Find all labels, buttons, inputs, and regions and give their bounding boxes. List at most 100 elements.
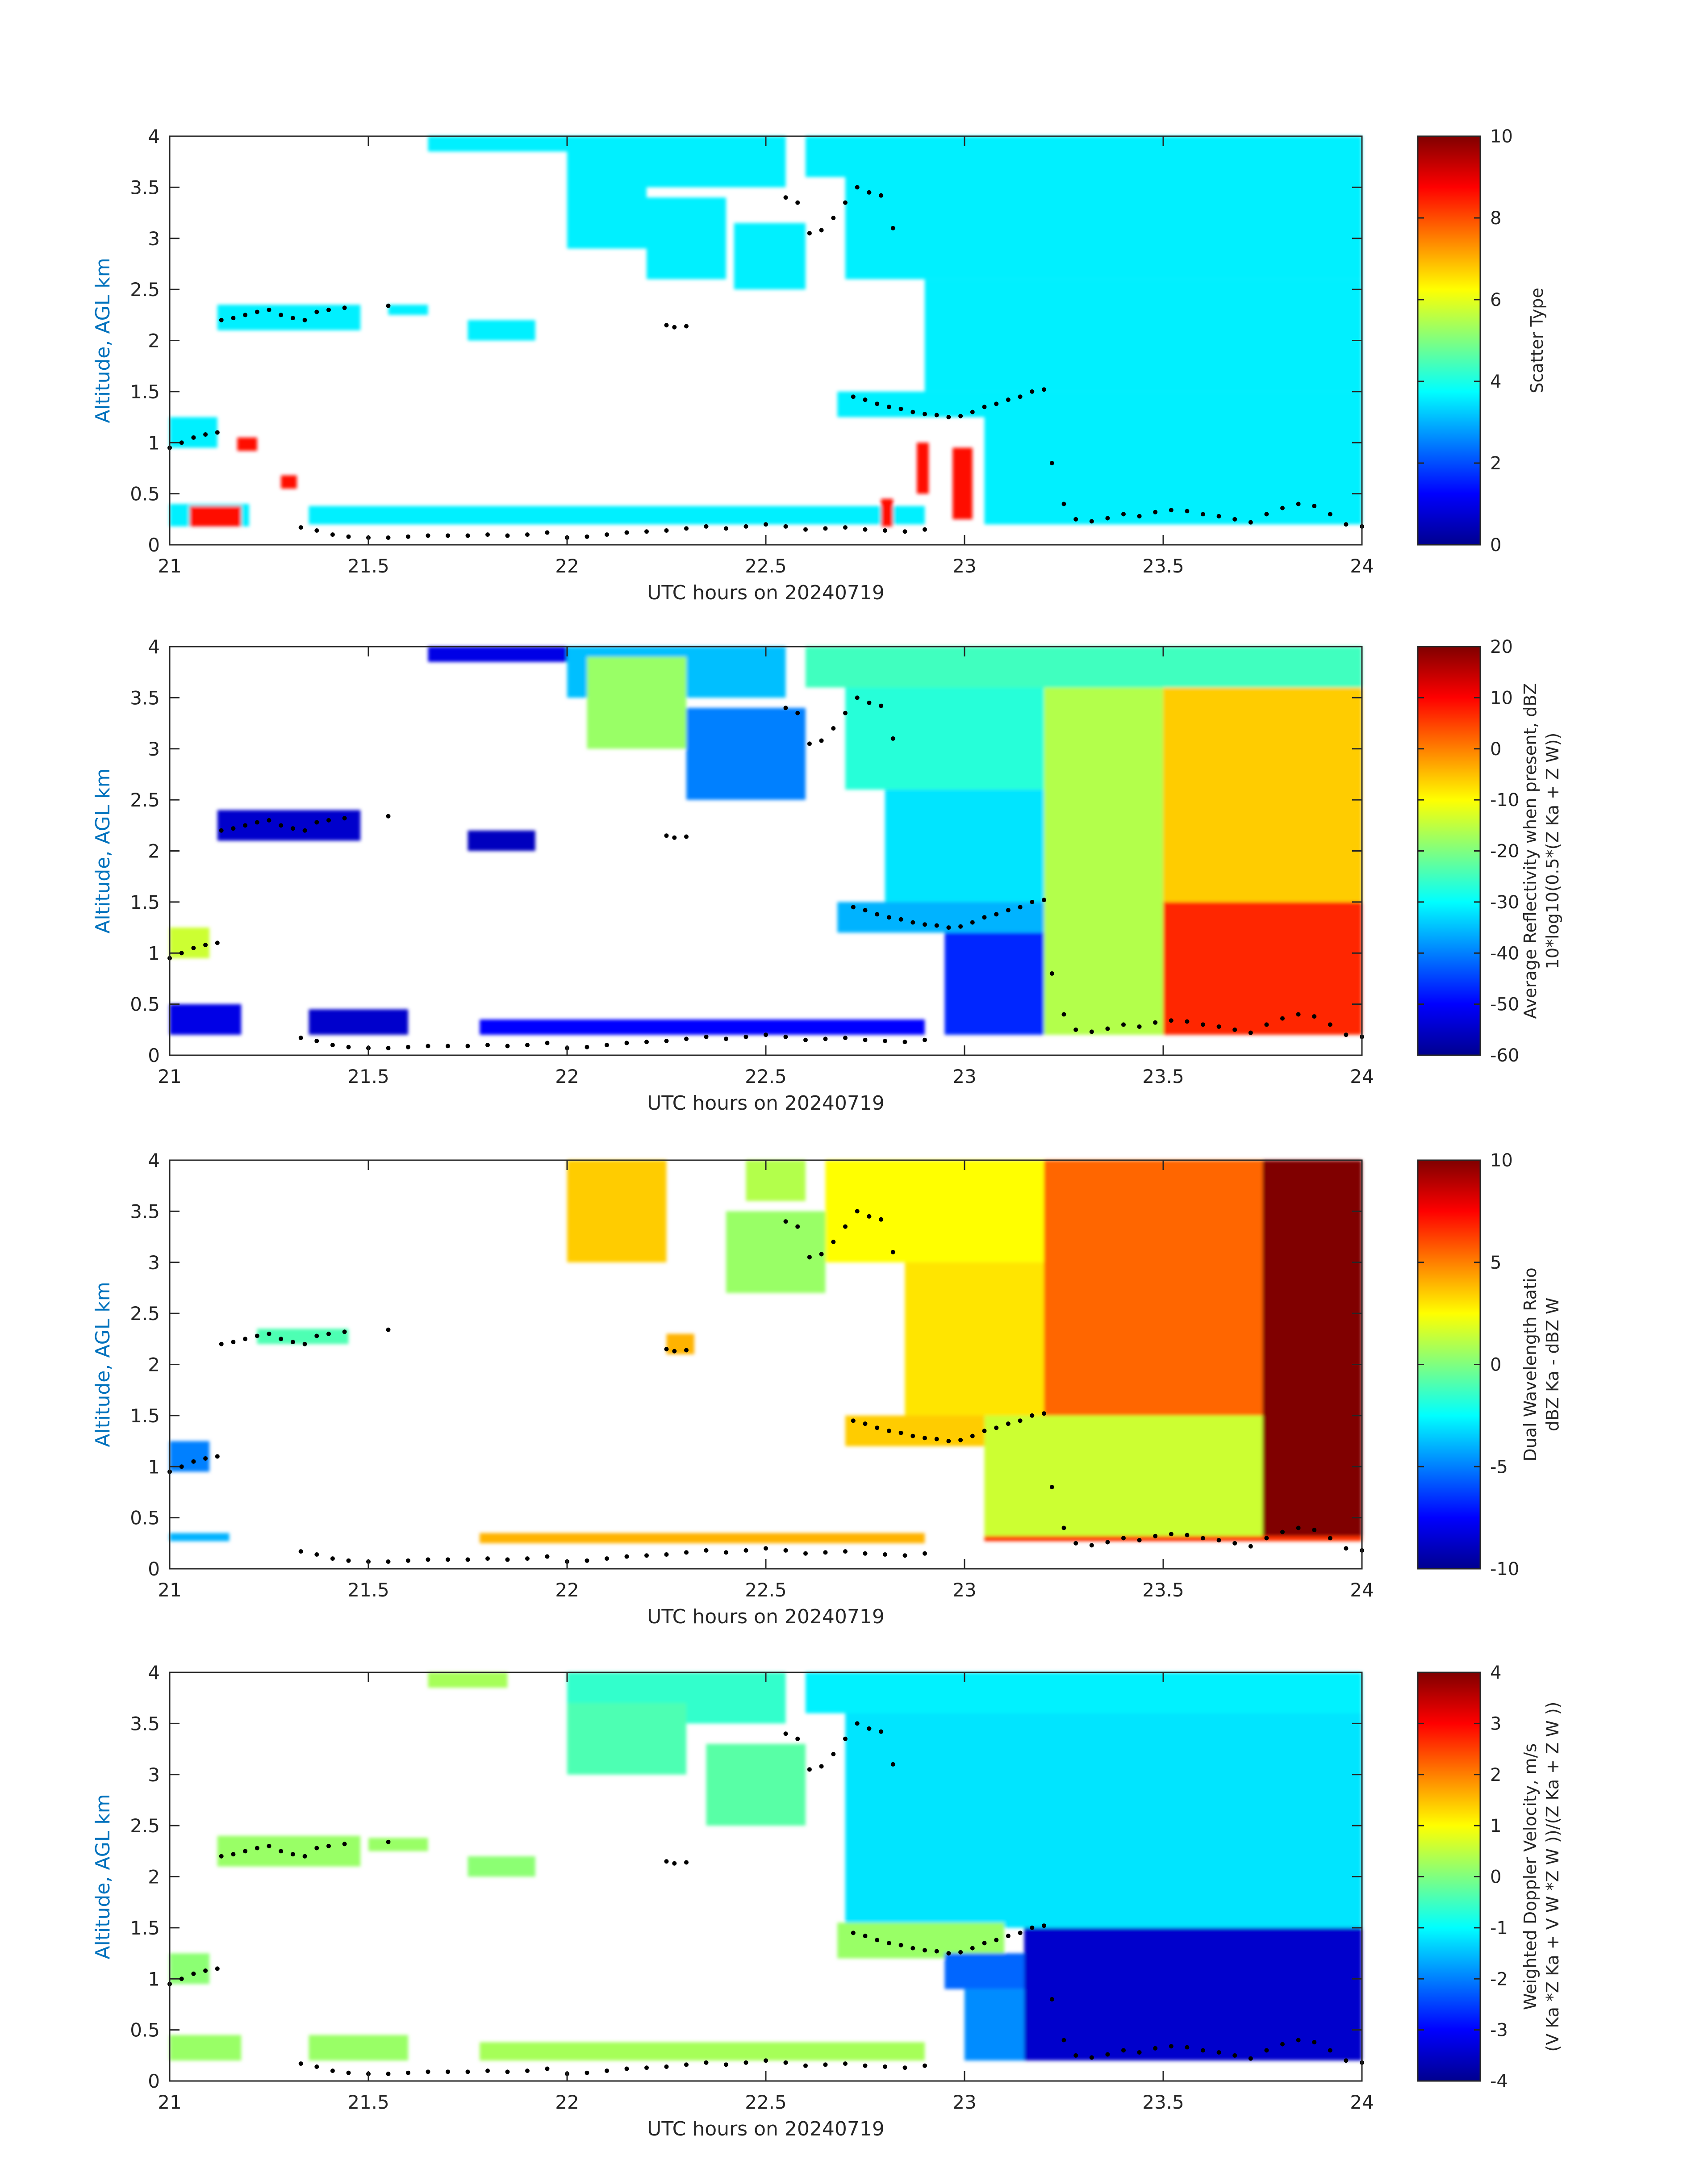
data-region xyxy=(666,1333,694,1354)
trace-dot xyxy=(1089,519,1094,524)
colorbar xyxy=(1417,1159,1481,1570)
data-region xyxy=(837,1922,1004,1959)
trace-dot xyxy=(386,1839,391,1844)
trace-dot xyxy=(1216,1538,1221,1542)
x-tick-label: 21 xyxy=(158,555,181,577)
trace-dot xyxy=(923,1948,927,1953)
trace-dot xyxy=(644,1553,649,1558)
trace-dot xyxy=(605,1043,609,1048)
trace-dot xyxy=(982,1941,987,1946)
trace-dot xyxy=(823,1550,828,1555)
data-region xyxy=(170,1004,242,1035)
data-region xyxy=(944,932,1044,1035)
trace-dot xyxy=(819,1252,824,1257)
trace-dot xyxy=(605,2068,609,2073)
data-region xyxy=(170,2035,242,2061)
data-region xyxy=(881,499,893,526)
x-tick-label: 22 xyxy=(555,1066,579,1087)
trace-dot xyxy=(946,1439,951,1444)
trace-dot xyxy=(1121,512,1126,517)
trace-dot xyxy=(946,1951,951,1956)
trace-dot xyxy=(406,1558,410,1563)
trace-dot xyxy=(1137,1538,1142,1542)
trace-dot xyxy=(879,703,884,708)
x-tick-label: 24 xyxy=(1350,1066,1374,1087)
trace-dot xyxy=(902,1553,907,1558)
trace-dot xyxy=(910,409,915,414)
trace-dot xyxy=(672,1349,677,1354)
trace-dot xyxy=(1328,2048,1332,2053)
trace-dot xyxy=(867,1214,872,1219)
trace-dot xyxy=(994,1938,999,1943)
colorbar xyxy=(1417,135,1481,546)
trace-dot xyxy=(1006,1934,1011,1939)
y-tick-label: 0 xyxy=(148,1045,160,1066)
trace-dot xyxy=(386,1045,391,1050)
heatmap-layer xyxy=(170,1672,1362,2061)
trace-dot xyxy=(843,2061,848,2066)
colorbar-tick-label: 2 xyxy=(1490,1765,1501,1785)
y-tick-label: 4 xyxy=(148,125,160,147)
x-tick-label: 22.5 xyxy=(745,555,787,577)
trace-dot xyxy=(1018,1930,1023,1935)
y-tick-label: 3 xyxy=(148,228,160,250)
trace-dot xyxy=(585,2070,589,2075)
trace-dot xyxy=(1264,1536,1269,1541)
trace-dot xyxy=(1280,1529,1285,1534)
trace-dot xyxy=(863,2063,868,2068)
trace-dot xyxy=(803,1037,808,1042)
data-region xyxy=(806,1672,1362,1713)
data-region xyxy=(845,177,1362,280)
data-region xyxy=(706,1744,806,1826)
trace-dot xyxy=(386,2071,391,2076)
trace-dot xyxy=(1030,899,1035,904)
trace-dot xyxy=(605,1556,609,1561)
trace-dot xyxy=(1153,1534,1158,1538)
trace-dot xyxy=(923,412,927,417)
trace-dot xyxy=(1042,1411,1046,1416)
trace-dot xyxy=(851,1418,856,1423)
data-region xyxy=(309,2035,408,2061)
trace-dot xyxy=(855,695,860,700)
y-tick-label: 3 xyxy=(148,1764,160,1786)
trace-dot xyxy=(923,922,927,927)
trace-dot xyxy=(267,307,271,312)
trace-dot xyxy=(342,1329,347,1334)
trace-dot xyxy=(819,738,824,743)
trace-dot xyxy=(279,1337,284,1341)
trace-dot xyxy=(545,1554,550,1559)
colorbar-tick-label: 5 xyxy=(1490,1253,1501,1273)
data-region xyxy=(237,437,257,451)
colorbar-tick-label: -10 xyxy=(1490,790,1519,811)
trace-dot xyxy=(831,726,836,731)
trace-dot xyxy=(863,1421,868,1426)
trace-dot xyxy=(485,2068,490,2073)
trace-dot xyxy=(255,1333,259,1338)
colorbar-label-line: Scatter Type xyxy=(1527,288,1547,393)
y-tick-label: 1 xyxy=(148,1456,160,1478)
colorbar-tick-label: 3 xyxy=(1490,1713,1501,1734)
trace-dot xyxy=(585,534,589,539)
trace-dot xyxy=(867,1726,872,1731)
trace-dot xyxy=(624,1040,629,1045)
trace-dot xyxy=(923,527,927,532)
trace-dot xyxy=(314,2064,319,2069)
trace-dot xyxy=(1344,1032,1349,1037)
data-region xyxy=(845,687,1044,790)
trace-dot xyxy=(314,528,319,533)
trace-dot xyxy=(298,1036,303,1040)
trace-dot xyxy=(807,1255,812,1260)
trace-dot xyxy=(426,1557,430,1562)
data-region xyxy=(189,506,242,526)
trace-dot xyxy=(545,530,550,535)
trace-dot xyxy=(1018,394,1023,399)
trace-dot xyxy=(525,532,530,537)
trace-dot xyxy=(704,1034,709,1039)
y-tick-label: 3.5 xyxy=(130,687,160,709)
trace-dot xyxy=(330,2068,335,2073)
trace-dot xyxy=(902,2065,907,2070)
trace-dot xyxy=(215,1454,220,1459)
trace-dot xyxy=(203,942,208,947)
